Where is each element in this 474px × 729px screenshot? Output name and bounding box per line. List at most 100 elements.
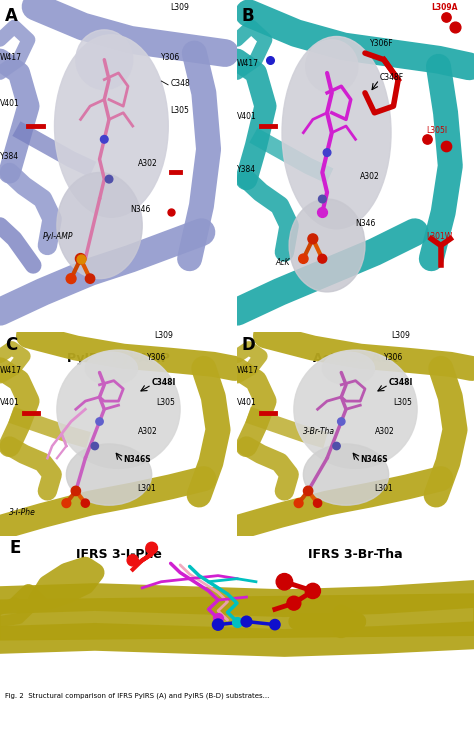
Text: N346S: N346S (123, 456, 151, 464)
Text: Y306F: Y306F (370, 39, 393, 48)
Text: A302: A302 (137, 426, 157, 436)
Point (266, 54, 274, 66)
Point (148, 542, 155, 554)
Text: IFRS 3-Br-Tha: IFRS 3-Br-Tha (308, 548, 403, 561)
Text: L309: L309 (391, 331, 410, 340)
Text: A: A (5, 7, 18, 25)
Point (233, 616, 241, 628)
Text: L309A: L309A (431, 3, 458, 12)
Text: V401: V401 (0, 398, 20, 408)
Text: L301W: L301W (427, 232, 453, 241)
Point (271, 619, 279, 631)
Ellipse shape (322, 352, 374, 385)
Ellipse shape (306, 40, 358, 93)
Text: Y306: Y306 (161, 52, 181, 62)
Text: B: B (242, 7, 255, 25)
Point (304, 485, 312, 496)
Point (319, 193, 326, 205)
Point (323, 147, 331, 158)
Text: E: E (9, 539, 21, 557)
Ellipse shape (55, 35, 168, 217)
Text: L305: L305 (393, 398, 412, 408)
Text: L301: L301 (137, 484, 156, 493)
Text: PyIRS Pyl-AMP: PyIRS Pyl-AMP (67, 351, 170, 364)
Point (214, 612, 222, 624)
Point (82, 497, 89, 509)
Text: C348I: C348I (389, 378, 413, 387)
Text: C348F: C348F (379, 73, 403, 82)
Point (167, 206, 174, 218)
Text: Fig. 2  Structural comparison of IFRS PyIRS (A) and PyIRS (B-D) substrates...: Fig. 2 Structural comparison of IFRS PyI… (5, 693, 269, 699)
Ellipse shape (57, 173, 142, 278)
Point (91, 440, 99, 452)
Text: 3-I-Phe: 3-I-Phe (9, 508, 36, 518)
Ellipse shape (76, 30, 133, 90)
Point (214, 619, 222, 631)
Point (319, 206, 326, 218)
Text: 3-Br-Tha: 3-Br-Tha (303, 426, 336, 436)
Point (300, 253, 307, 265)
Point (77, 253, 84, 265)
Ellipse shape (57, 350, 180, 469)
Text: V401: V401 (237, 398, 257, 408)
Text: Pyl-AMP: Pyl-AMP (43, 232, 73, 241)
Text: C348I: C348I (152, 378, 176, 387)
Text: V401: V401 (0, 99, 20, 108)
Text: L309: L309 (154, 331, 173, 340)
Point (451, 20, 459, 32)
Point (100, 133, 108, 145)
Text: IFRS 3-I-Phe: IFRS 3-I-Phe (75, 548, 162, 561)
Ellipse shape (294, 350, 417, 469)
Text: A302: A302 (374, 426, 394, 436)
Text: C: C (5, 336, 17, 354)
Point (295, 497, 302, 509)
Point (63, 497, 70, 509)
Text: N346: N346 (356, 219, 376, 227)
Point (442, 140, 449, 152)
Text: AcKRS3 AcK: AcKRS3 AcK (313, 351, 398, 364)
Point (129, 555, 137, 566)
Point (442, 11, 449, 23)
Point (281, 576, 288, 588)
Text: N346S: N346S (360, 456, 388, 464)
Ellipse shape (66, 444, 152, 505)
Text: W417: W417 (0, 52, 22, 62)
Text: V401: V401 (237, 112, 257, 122)
Text: W417: W417 (237, 59, 259, 69)
Ellipse shape (289, 199, 365, 292)
Point (77, 253, 84, 265)
Point (314, 497, 321, 509)
Text: W417: W417 (237, 365, 259, 375)
Text: C348: C348 (171, 79, 191, 88)
Text: L305: L305 (156, 398, 175, 408)
Text: Y306: Y306 (147, 354, 166, 362)
Point (290, 597, 298, 609)
Point (333, 440, 340, 452)
Point (309, 233, 317, 245)
Point (337, 416, 345, 427)
Text: Y306: Y306 (384, 354, 403, 362)
Text: A302: A302 (360, 172, 380, 181)
Text: L305: L305 (171, 106, 190, 114)
Point (86, 273, 94, 284)
Text: W417: W417 (0, 365, 22, 375)
Text: Y384: Y384 (237, 165, 256, 174)
Text: N346: N346 (130, 206, 151, 214)
Point (243, 616, 250, 628)
Text: L305I: L305I (427, 125, 448, 135)
Ellipse shape (303, 444, 389, 505)
Point (423, 133, 430, 145)
Text: AcK: AcK (275, 258, 290, 268)
Point (309, 585, 317, 597)
Point (96, 416, 103, 427)
Point (67, 273, 75, 284)
Text: A302: A302 (137, 159, 157, 168)
Text: L301: L301 (374, 484, 393, 493)
Point (105, 174, 113, 185)
Text: D: D (242, 336, 255, 354)
Ellipse shape (85, 352, 137, 385)
Text: L309: L309 (171, 3, 190, 12)
Text: Y384: Y384 (0, 152, 19, 161)
Point (72, 485, 80, 496)
Ellipse shape (282, 36, 391, 229)
